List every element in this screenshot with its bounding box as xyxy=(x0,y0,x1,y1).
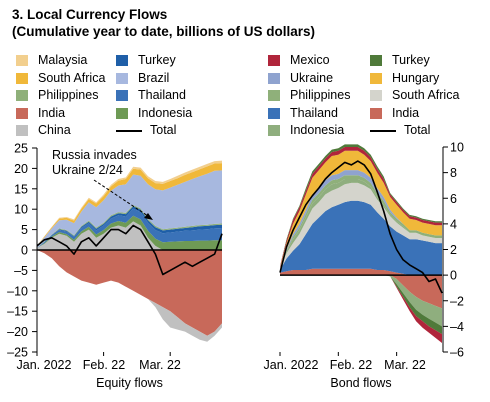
bond-y-tick-label: 2 xyxy=(450,243,457,257)
equity-area-south-africa xyxy=(37,163,222,246)
equity-legend-swatch xyxy=(116,107,128,119)
equity-legend-label: Turkey xyxy=(138,53,176,67)
bond-area-mexico-negative xyxy=(280,275,442,343)
equity-annotation-text: Ukraine 2/24 xyxy=(52,163,123,177)
bond-area-turkey-negative xyxy=(280,275,442,335)
bond-legend-label: Turkey xyxy=(392,53,430,67)
bond-area-india-negative xyxy=(280,275,442,309)
equity-y-tick-label: –15 xyxy=(7,305,28,319)
equity-y-tick-label: 0 xyxy=(21,244,28,258)
equity-legend-swatch xyxy=(16,90,28,102)
equity-legend-swatch xyxy=(16,107,28,119)
equity-area-brazil xyxy=(37,170,222,248)
equity-annotation-text: Russia invades xyxy=(52,148,137,162)
equity-legend-label: Total xyxy=(150,123,177,138)
bond-area-indonesia-negative xyxy=(280,275,442,327)
equity-area-india-negative xyxy=(37,250,222,336)
equity-legend-swatch xyxy=(116,55,128,66)
equity-annotation-arrowhead xyxy=(144,213,153,220)
equity-area-china-negative xyxy=(37,250,222,342)
bond-legend-swatch xyxy=(268,125,280,137)
equity-legend-swatch xyxy=(16,55,28,66)
bond-legend-label: Total xyxy=(404,123,431,138)
equity-y-tick-label: 20 xyxy=(14,162,28,176)
equity-y-tick-label: 25 xyxy=(14,142,28,156)
bond-legend-swatch xyxy=(370,90,382,102)
bond-x-tick-label: Mar. 22 xyxy=(384,358,426,372)
equity-y-tick-label: –5 xyxy=(14,264,28,278)
bond-y-tick-label: 8 xyxy=(450,166,457,180)
equity-y-tick-label: 10 xyxy=(14,203,28,217)
bond-y-tick-label: 0 xyxy=(450,269,457,283)
equity-y-tick-label: –10 xyxy=(7,284,28,298)
bond-legend-label: Hungary xyxy=(392,70,440,85)
equity-legend-swatch xyxy=(16,125,28,137)
bond-legend-label: Philippines xyxy=(290,88,351,103)
equity-legend-label: Brazil xyxy=(138,70,170,85)
equity-area-china xyxy=(37,221,222,250)
equity-total-line xyxy=(36,224,223,276)
bond-legend-label: Mexico xyxy=(290,53,330,67)
equity-legend-label: Philippines xyxy=(38,88,99,103)
equity-legend-label: Malaysia xyxy=(38,53,88,67)
equity-x-axis-label: Equity flows xyxy=(96,376,163,390)
equity-flows-chart: –25 –20 –15 –10 –5 0 5 10 15 20 25 Jan. 2022 Feb. 22… xyxy=(7,142,223,390)
bond-total-line xyxy=(279,160,443,294)
bond-y-tick-label: –2 xyxy=(450,294,464,308)
equity-legend-label: India xyxy=(38,105,66,120)
equity-legend-label: Indonesia xyxy=(138,105,193,120)
bond-legend-swatch xyxy=(370,72,382,84)
bond-y-tick-label: 4 xyxy=(450,217,457,231)
chart-title: 3. Local Currency Flows xyxy=(12,7,168,22)
bond-legend-swatch xyxy=(370,130,396,133)
bond-y-tick-label: –4 xyxy=(450,320,464,334)
bond-flows-chart: –6 –4 –2 0 2 4 6 8 10 Jan. 2022 Feb. 22 Mar. 22 Bond… xyxy=(264,141,464,391)
equity-legend: Malaysia Turkey South Africa Brazil Philippi… xyxy=(16,52,246,142)
equity-x-tick-label: Jan. 2022 xyxy=(17,358,72,372)
equity-legend-swatch xyxy=(116,90,128,102)
equity-area-thailand xyxy=(37,208,222,248)
equity-x-tick-label: Feb. 22 xyxy=(83,358,125,372)
bond-y-tick-label: 10 xyxy=(450,141,464,155)
bond-x-axis-label: Bond flows xyxy=(330,376,391,390)
equity-annotation-arrow xyxy=(93,179,149,217)
bond-y-tick-label: –6 xyxy=(450,346,464,360)
bond-legend-swatch xyxy=(268,72,280,84)
equity-legend-label: Thailand xyxy=(138,88,186,103)
chart-subtitle: (Cumulative year to date, billions of US… xyxy=(12,24,316,39)
bond-legend-label: India xyxy=(392,105,420,120)
bond-legend-label: Ukraine xyxy=(290,70,334,85)
bond-legend-swatch xyxy=(268,107,280,119)
equity-y-tick-label: 15 xyxy=(14,182,28,196)
equity-x-tick-label: Mar. 22 xyxy=(139,358,181,372)
bond-legend-label: South Africa xyxy=(392,88,460,103)
bond-area-south-africa xyxy=(280,182,442,270)
equity-legend-swatch xyxy=(116,72,128,84)
equity-y-tick-label: –20 xyxy=(7,325,28,339)
equity-legend-label: China xyxy=(38,123,71,138)
bond-legend-label: Indonesia xyxy=(290,123,345,138)
bond-legend-label: Thailand xyxy=(290,105,338,120)
bond-legend-swatch xyxy=(268,90,280,102)
bond-x-tick-label: Jan. 2022 xyxy=(264,358,319,372)
bond-legend-swatch xyxy=(370,107,382,119)
bond-x-tick-label: Feb. 22 xyxy=(330,358,372,372)
equity-y-tick-label: –25 xyxy=(7,346,28,360)
bond-legend-swatch xyxy=(268,55,280,66)
bond-area-hungary xyxy=(280,150,442,268)
equity-legend-swatch xyxy=(116,130,142,133)
bond-area-india xyxy=(280,268,442,276)
equity-legend-label: South Africa xyxy=(38,70,106,85)
equity-area-indonesia xyxy=(37,215,222,250)
bond-legend: Mexico Turkey Ukraine Hungary Philippines Sou… xyxy=(268,52,490,142)
bond-legend-swatch xyxy=(370,55,382,66)
equity-legend-swatch xyxy=(16,72,28,84)
bond-y-tick-label: 6 xyxy=(450,192,457,206)
equity-y-tick-label: 5 xyxy=(21,223,28,237)
